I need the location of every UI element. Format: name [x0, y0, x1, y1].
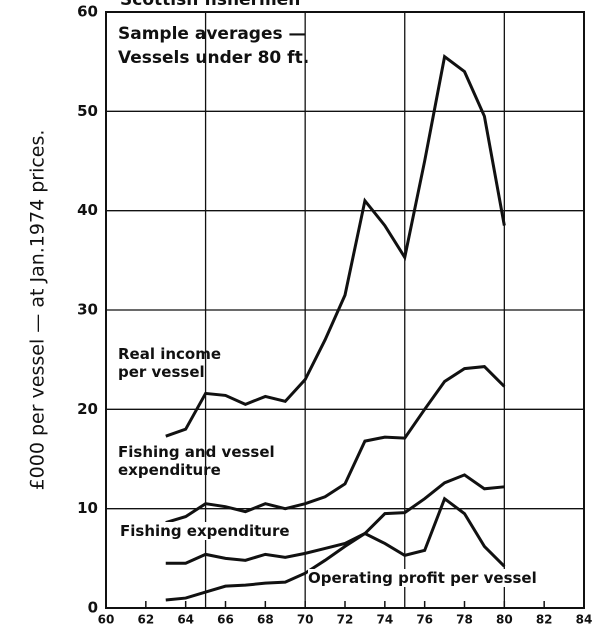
- series-label: Fishing and vessel expenditure: [118, 443, 275, 479]
- annotation: Sample averages — Vessels under 80 ft.: [118, 22, 309, 70]
- y-tick-label: 0: [88, 599, 98, 617]
- x-tick-label: 60: [98, 613, 115, 627]
- x-tick-label: 64: [177, 613, 194, 627]
- annotation-line: Vessels under 80 ft.: [118, 48, 310, 68]
- y-tick-label: 20: [77, 400, 98, 418]
- x-tick-label: 78: [456, 613, 473, 627]
- x-tick-label: 66: [217, 613, 234, 627]
- series-line: [165, 54, 506, 438]
- x-tick-label: 62: [137, 613, 154, 627]
- y-axis-label: £000 per vessel — at Jan.1974 prices.: [27, 130, 49, 491]
- x-tick-label: 76: [416, 613, 433, 627]
- y-tick-label: 60: [77, 3, 98, 21]
- x-tick-label: 84: [576, 613, 593, 627]
- series-label: Fishing expenditure: [120, 522, 290, 540]
- annotation-line: Sample averages —: [118, 24, 306, 44]
- y-tick-label: 50: [77, 102, 98, 120]
- series-label: Real income per vessel: [118, 345, 222, 381]
- x-tick-label: 80: [496, 613, 513, 627]
- x-tick-label: 82: [536, 613, 553, 627]
- y-tick-label: 10: [77, 499, 98, 517]
- chart-title: Scottish fishermen: [120, 0, 301, 10]
- x-tick-label: 68: [257, 613, 274, 627]
- series-line: [165, 365, 506, 525]
- y-tick-label: 40: [77, 201, 98, 219]
- x-tick-label: 72: [337, 613, 354, 627]
- x-tick-label: 70: [297, 613, 314, 627]
- series-line: [165, 496, 506, 602]
- series-label: Operating profit per vessel: [308, 569, 537, 587]
- x-tick-label: 74: [376, 613, 393, 627]
- series-line: [165, 473, 505, 565]
- y-tick-label: 30: [77, 301, 98, 319]
